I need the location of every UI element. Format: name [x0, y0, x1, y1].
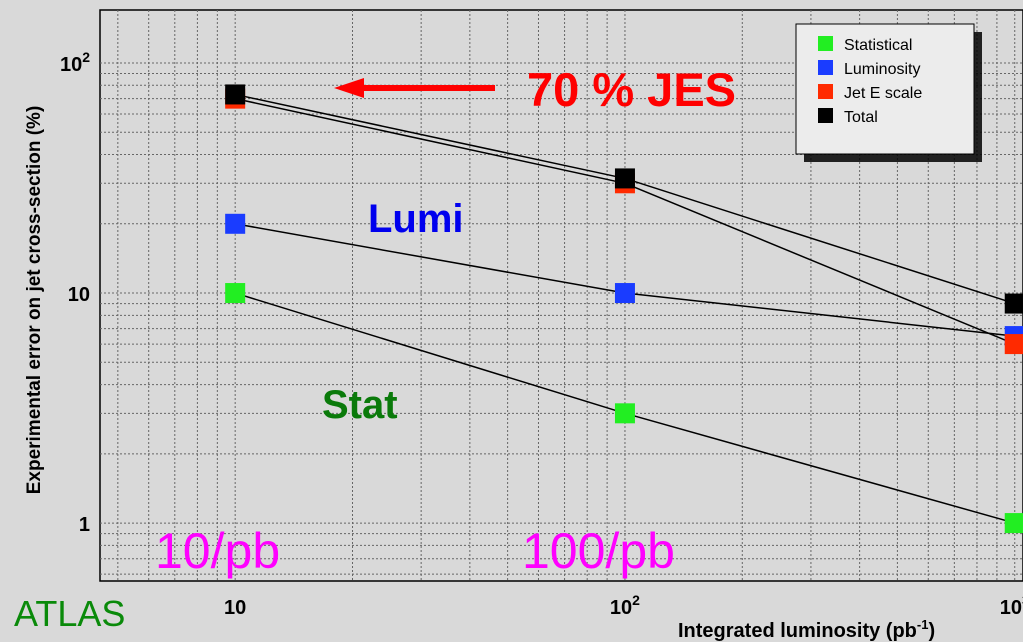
x-tick-label: 103	[1000, 592, 1023, 619]
legend-label: Statistical	[844, 37, 912, 54]
x-tick-label: 10	[224, 597, 246, 619]
annotation-10-pb: 10/pb	[155, 523, 280, 579]
y-tick-label: 1	[79, 514, 90, 536]
data-point	[225, 283, 246, 304]
legend: Statistical Luminosity Jet E scale Total	[795, 23, 982, 162]
legend-label: Total	[844, 109, 878, 126]
legend-swatch	[818, 36, 833, 51]
legend-swatch	[818, 84, 833, 99]
plot-frame	[99, 9, 1023, 582]
y-tick-label: 10	[68, 284, 90, 306]
legend-swatch	[818, 60, 833, 75]
stat-annotation: Stat	[322, 383, 398, 427]
data-point	[614, 168, 635, 189]
y-tick-label: 102	[60, 49, 90, 76]
legend-swatch	[818, 108, 833, 123]
jes-arrow	[334, 78, 495, 98]
annotation-100-pb: 100/pb	[522, 523, 675, 579]
data-point	[1004, 334, 1023, 355]
data-point	[1004, 293, 1023, 314]
data-point	[614, 283, 635, 304]
data-point	[1004, 513, 1023, 534]
data-point	[225, 213, 246, 234]
y-axis-label: Experimental error on jet cross-section …	[24, 106, 45, 495]
axis-ticks: 10 102 103 1 10 102	[60, 49, 1023, 619]
lumi-annotation: Lumi	[368, 197, 464, 241]
series-markers	[225, 84, 1023, 534]
atlas-label: ATLAS	[14, 593, 125, 634]
data-point	[225, 84, 246, 105]
legend-label: Jet E scale	[844, 85, 922, 102]
legend-label: Luminosity	[844, 61, 920, 78]
x-axis-label: Integrated luminosity (pb-1)	[678, 617, 935, 642]
x-tick-label: 102	[610, 592, 640, 619]
data-point	[614, 403, 635, 424]
jes-annotation: 70 % JES	[527, 63, 736, 116]
